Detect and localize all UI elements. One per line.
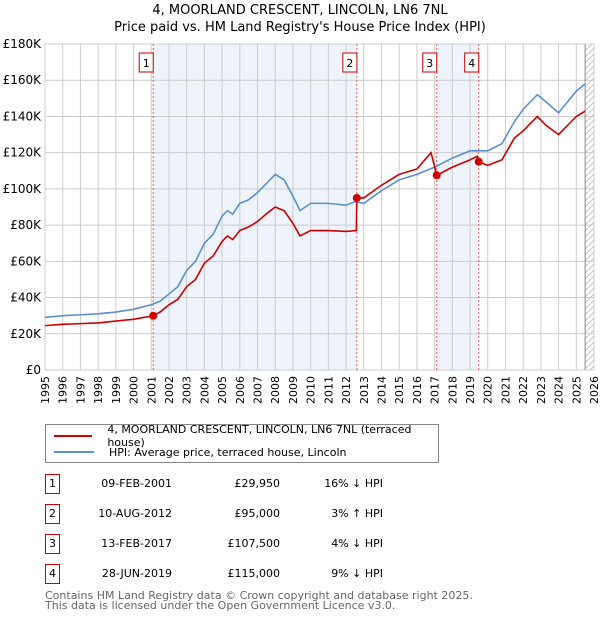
- x-tick-label: 2009: [287, 376, 300, 404]
- y-tick-label: £140K: [3, 109, 43, 123]
- x-tick-label: 2024: [553, 376, 566, 404]
- y-tick-label: £160K: [3, 73, 43, 87]
- legend-label-hpi: HPI: Average price, terraced house, Linc…: [109, 445, 347, 459]
- property-price-line: [44, 110, 586, 327]
- chart-subtitle: Price paid vs. HM Land Registry's House …: [114, 20, 486, 35]
- x-tick-label: 1995: [39, 376, 52, 404]
- sale-marker-box: [464, 52, 480, 73]
- x-tick-label: 2015: [393, 376, 406, 404]
- transaction-row: 2 10-AUG-2012 £95,000 3% ↑ HPI: [45, 504, 445, 524]
- x-tick-label: 2003: [181, 376, 194, 404]
- y-tick-label: £180K: [3, 37, 43, 51]
- x-tick-label: 2020: [482, 376, 495, 404]
- x-tick-label: 1996: [57, 376, 70, 404]
- y-tick-label: £20K: [10, 327, 42, 341]
- transaction-date: 09-FEB-2001: [101, 477, 172, 490]
- transaction-row: 1 09-FEB-2001 £29,950 16% ↓ HPI: [45, 474, 445, 494]
- x-tick-label: 2025: [570, 376, 583, 404]
- footer-licence: This data is licensed under the Open Gov…: [45, 599, 396, 612]
- x-tick-label: 2016: [411, 376, 424, 404]
- y-tick-label: £40K: [10, 291, 42, 305]
- x-tick-label: 2006: [234, 376, 247, 404]
- x-tick-label: 2022: [517, 376, 530, 404]
- x-tick-label: 1998: [92, 376, 105, 404]
- x-tick-label: 2018: [446, 376, 459, 404]
- legend-label-property: 4, MOORLAND CRESCENT, LINCOLN, LN6 7NL (…: [107, 423, 412, 449]
- y-tick-label: £100K: [3, 182, 43, 196]
- transaction-date: 13-FEB-2017: [101, 537, 172, 550]
- legend-item-property: 4, MOORLAND CRESCENT, LINCOLN, LN6 7NL (…: [54, 423, 438, 449]
- sale-marker-label: 2: [346, 57, 353, 70]
- sale-marker-label: 4: [468, 57, 475, 70]
- x-tick-label: 1999: [110, 376, 123, 404]
- transaction-price: £115,000: [227, 567, 281, 580]
- transaction-marker: 4: [45, 564, 60, 584]
- sale-point: [352, 193, 361, 202]
- sale-marker-box: [342, 52, 358, 73]
- transaction-row: 4 28-JUN-2019 £115,000 9% ↓ HPI: [45, 564, 445, 584]
- x-tick-label: 2021: [499, 376, 512, 404]
- transaction-hpi-diff: 16% ↓ HPI: [324, 477, 383, 490]
- transaction-price: £29,950: [234, 477, 281, 490]
- transaction-hpi-diff: 3% ↑ HPI: [331, 507, 383, 520]
- sale-period-shade: [153, 44, 357, 370]
- chart-title: 4, MOORLAND CRESCENT, LINCOLN, LN6 7NL: [152, 3, 448, 18]
- x-tick-label: 2012: [340, 376, 353, 404]
- x-tick-label: 2026: [588, 376, 600, 404]
- x-tick-label: 2008: [269, 376, 282, 404]
- x-tick-label: 2023: [535, 376, 548, 404]
- x-tick-label: 2002: [163, 376, 176, 404]
- forecast-hatch: [585, 44, 594, 370]
- x-tick-label: 2005: [216, 376, 229, 404]
- legend: 4, MOORLAND CRESCENT, LINCOLN, LN6 7NL (…: [45, 423, 439, 463]
- transaction-marker: 2: [45, 504, 60, 524]
- footer-copyright: Contains HM Land Registry data © Crown c…: [45, 589, 473, 602]
- sale-marker-label: 3: [426, 57, 433, 70]
- x-tick-label: 2004: [198, 376, 211, 404]
- x-tick-label: 2001: [145, 376, 158, 404]
- y-tick-label: £0: [26, 363, 41, 377]
- sale-marker-box: [422, 52, 438, 73]
- x-tick-label: 2017: [429, 376, 442, 404]
- hpi-line: [44, 83, 586, 319]
- sale-point: [432, 171, 441, 180]
- y-tick-label: £120K: [3, 146, 43, 160]
- sale-marker-label: 1: [143, 57, 150, 70]
- plot-border: [44, 43, 595, 371]
- y-tick-label: £80K: [10, 218, 42, 232]
- x-tick-label: 2010: [305, 376, 318, 404]
- transaction-marker: 3: [45, 534, 60, 554]
- transaction-row: 3 13-FEB-2017 £107,500 4% ↓ HPI: [45, 534, 445, 554]
- x-tick-label: 2011: [322, 376, 335, 404]
- sale-period-shade: [436, 44, 479, 370]
- x-tick-label: 2007: [252, 376, 265, 404]
- sale-point: [149, 311, 158, 320]
- transaction-date: 28-JUN-2019: [101, 567, 172, 580]
- transaction-price: £95,000: [234, 507, 281, 520]
- x-tick-label: 2014: [375, 376, 388, 404]
- sale-marker-box: [138, 52, 154, 73]
- transaction-hpi-diff: 9% ↓ HPI: [331, 567, 383, 580]
- y-tick-label: £60K: [10, 254, 42, 268]
- transaction-date: 10-AUG-2012: [98, 507, 172, 520]
- x-tick-label: 2013: [358, 376, 371, 404]
- transaction-hpi-diff: 4% ↓ HPI: [331, 537, 383, 550]
- x-tick-label: 2019: [464, 376, 477, 404]
- sale-point: [474, 157, 483, 166]
- x-tick-label: 1997: [74, 376, 87, 404]
- x-tick-label: 2000: [128, 376, 141, 404]
- legend-swatch-hpi: [54, 451, 94, 453]
- legend-swatch-property: [54, 435, 93, 437]
- transaction-price: £107,500: [227, 537, 281, 550]
- price-chart: 1995 1996 1997 1998 1999 2000 2001 2002 2003 2004…: [3, 37, 600, 404]
- transaction-marker: 1: [45, 474, 60, 494]
- legend-item-hpi: HPI: Average price, terraced house, Linc…: [54, 445, 346, 459]
